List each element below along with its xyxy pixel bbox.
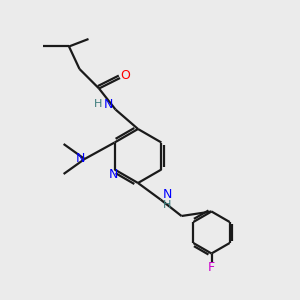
Text: N: N [162, 188, 172, 201]
Text: N: N [76, 152, 86, 166]
Text: H: H [163, 200, 171, 210]
Text: O: O [121, 69, 130, 82]
Text: H: H [94, 99, 103, 109]
Text: N: N [108, 168, 118, 182]
Text: F: F [208, 261, 215, 274]
Text: N: N [104, 98, 114, 111]
